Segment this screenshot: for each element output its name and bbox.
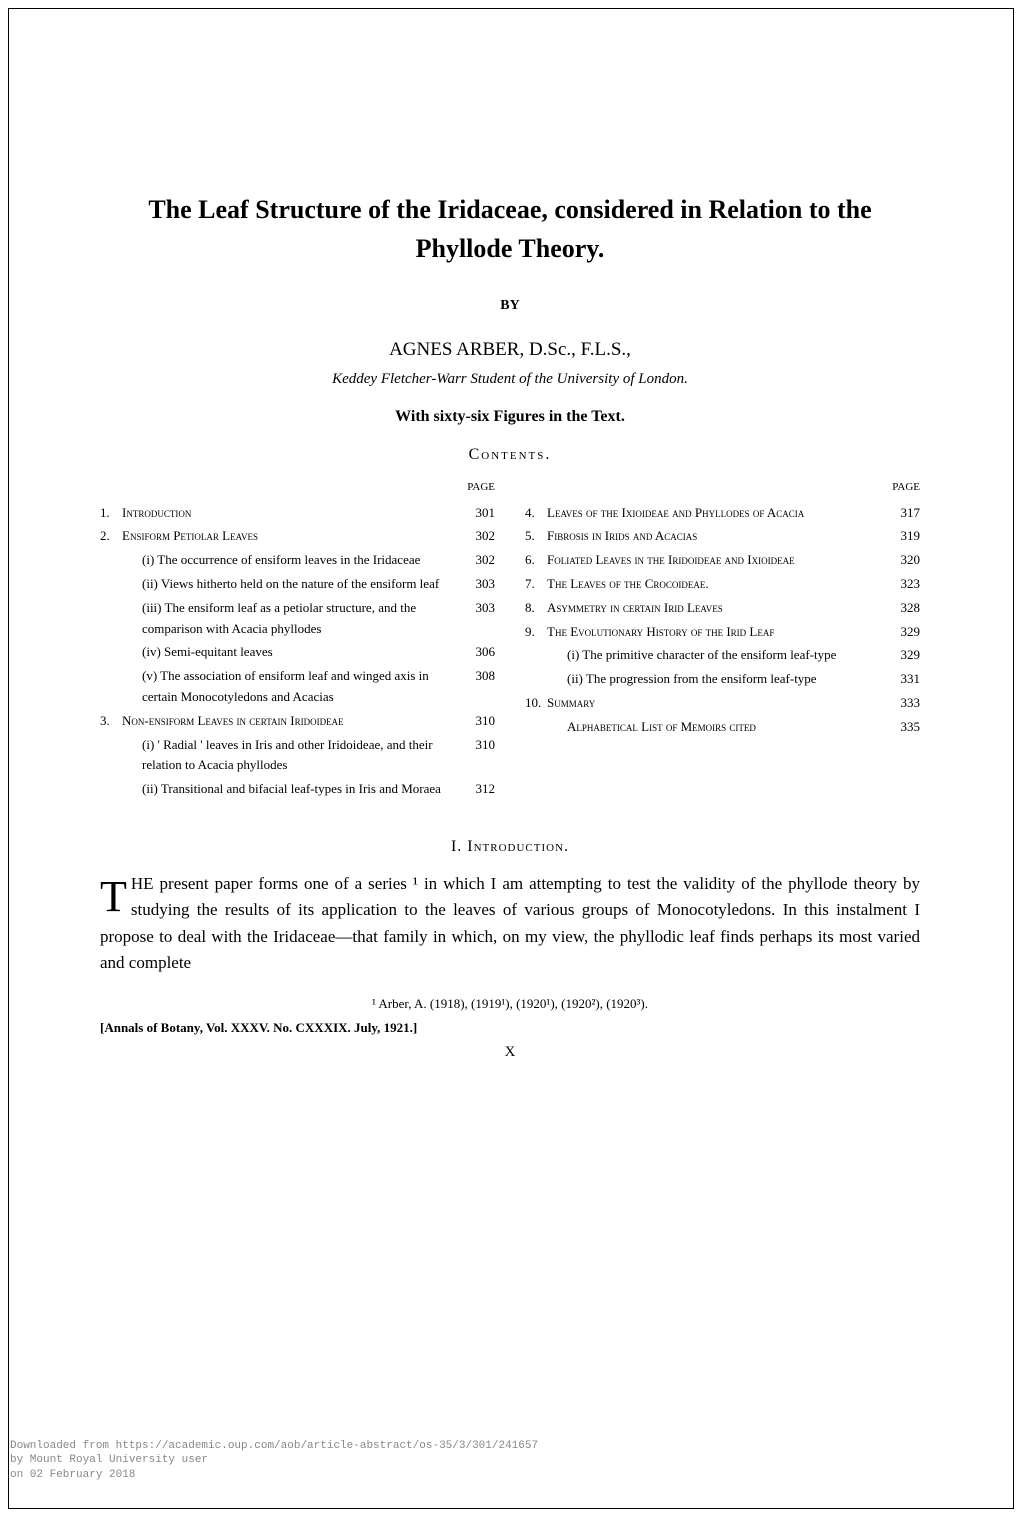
toc-entry: (ii) Views hitherto held on the nature o…	[100, 574, 495, 595]
toc-entry: 8.Asymmetry in certain Irid Leaves328	[525, 598, 920, 619]
toc-entry: 1.Introduction301	[100, 503, 495, 524]
toc-entry-text: (i) The occurrence of ensiform leaves in…	[142, 550, 465, 571]
toc-entry: (iii) The ensiform leaf as a petiolar st…	[100, 598, 495, 640]
toc-entry-number: 1.	[100, 503, 122, 524]
toc-entry-page: 312	[465, 779, 495, 800]
toc-entry-page: 320	[890, 550, 920, 571]
toc-entry: 5.Fibrosis in Irids and Acacias319	[525, 526, 920, 547]
toc-entry: (iv) Semi-equitant leaves306	[100, 642, 495, 663]
toc-entry-page: 329	[890, 622, 920, 643]
toc-entry-text: (ii) Views hitherto held on the nature o…	[142, 574, 465, 595]
toc-entry-page: 301	[465, 503, 495, 524]
article-title: The Leaf Structure of the Iridaceae, con…	[100, 190, 920, 268]
page-signature: X	[100, 1044, 920, 1061]
section-heading: I. Introduction.	[100, 838, 920, 856]
toc-entry-number: 2.	[100, 526, 122, 547]
toc-entry-page: 319	[890, 526, 920, 547]
toc-entry-text: (ii) The progression from the ensiform l…	[567, 669, 890, 690]
toc-entry-page: 303	[465, 574, 495, 595]
footnote: ¹ Arber, A. (1918), (1919¹), (1920¹), (1…	[100, 996, 920, 1012]
author-name: AGNES ARBER, D.Sc., F.L.S.,	[100, 339, 920, 361]
toc-entry: 10.Summary333	[525, 693, 920, 714]
toc-entry-text: Asymmetry in certain Irid Leaves	[547, 598, 890, 619]
toc-right-column: PAGE 4.Leaves of the Ixioideae and Phyll…	[525, 479, 920, 803]
page-header-right: PAGE	[525, 479, 920, 497]
toc-entry-page: 317	[890, 503, 920, 524]
toc-entry-page: 328	[890, 598, 920, 619]
toc-entry-number: 5.	[525, 526, 547, 547]
toc-entry: 6.Foliated Leaves in the Iridoideae and …	[525, 550, 920, 571]
toc-entry-number: 3.	[100, 711, 122, 732]
toc-entry-text: (ii) Transitional and bifacial leaf-type…	[142, 779, 465, 800]
toc-entry: (ii) The progression from the ensiform l…	[525, 669, 920, 690]
toc-entry-text: The Evolutionary History of the Irid Lea…	[547, 622, 890, 643]
dropcap: T	[100, 875, 127, 919]
toc-entry-page: 302	[465, 526, 495, 547]
toc-entry-text: (iii) The ensiform leaf as a petiolar st…	[142, 598, 465, 640]
journal-citation: [Annals of Botany, Vol. XXXV. No. CXXXIX…	[100, 1020, 920, 1036]
page-header-left: PAGE	[100, 479, 495, 497]
contents-heading: Contents.	[100, 446, 920, 464]
toc-entry: 2.Ensiform Petiolar Leaves302	[100, 526, 495, 547]
toc-entry-page: 308	[465, 666, 495, 687]
download-line-2: by Mount Royal University user	[10, 1453, 538, 1467]
toc-entry-page: 331	[890, 669, 920, 690]
toc-entry-text: Foliated Leaves in the Iridoideae and Ix…	[547, 550, 890, 571]
toc-entry-number: 8.	[525, 598, 547, 619]
toc-entry-number: 6.	[525, 550, 547, 571]
figures-note: With sixty-six Figures in the Text.	[100, 408, 920, 426]
by-text: BY	[100, 298, 920, 314]
download-line-1: Downloaded from https://academic.oup.com…	[10, 1439, 538, 1453]
toc-entry: 4.Leaves of the Ixioideae and Phyllodes …	[525, 503, 920, 524]
toc-entry-page: 303	[465, 598, 495, 619]
toc-entry-page: 335	[890, 717, 920, 738]
toc-entry-text: Introduction	[122, 503, 465, 524]
toc-entry-page: 302	[465, 550, 495, 571]
toc-entry-text: (i) The primitive character of the ensif…	[567, 645, 890, 666]
download-watermark: Downloaded from https://academic.oup.com…	[10, 1439, 538, 1482]
toc-entry-page: 333	[890, 693, 920, 714]
toc-entry-number: 7.	[525, 574, 547, 595]
toc-entry-text: (v) The association of ensiform leaf and…	[142, 666, 465, 708]
body-paragraph-text: HE present paper forms one of a series ¹…	[100, 874, 920, 972]
toc-entry: 3.Non-ensiform Leaves in certain Iridoid…	[100, 711, 495, 732]
toc-entry: 7.The Leaves of the Crocoideae.323	[525, 574, 920, 595]
toc-entry-text: Leaves of the Ixioideae and Phyllodes of…	[547, 503, 890, 524]
toc-entry-text: Non-ensiform Leaves in certain Iridoidea…	[122, 711, 465, 732]
toc-entry-page: 310	[465, 735, 495, 756]
toc-entry-page: 310	[465, 711, 495, 732]
toc-entry: 9.The Evolutionary History of the Irid L…	[525, 622, 920, 643]
toc-entry-page: 306	[465, 642, 495, 663]
author-affiliation: Keddey Fletcher-Warr Student of the Univ…	[100, 371, 920, 388]
toc-entry-text: (iv) Semi-equitant leaves	[142, 642, 465, 663]
toc-entry-text: Summary	[547, 693, 890, 714]
toc-entry-number: 9.	[525, 622, 547, 643]
toc-entry: (ii) Transitional and bifacial leaf-type…	[100, 779, 495, 800]
download-line-3: on 02 February 2018	[10, 1468, 538, 1482]
toc-entry: (i) The occurrence of ensiform leaves in…	[100, 550, 495, 571]
toc-entry-text: Ensiform Petiolar Leaves	[122, 526, 465, 547]
body-paragraph: THE present paper forms one of a series …	[100, 871, 920, 976]
toc-entry: (i) The primitive character of the ensif…	[525, 645, 920, 666]
toc-entry-number: 4.	[525, 503, 547, 524]
toc-entry-text: The Leaves of the Crocoideae.	[547, 574, 890, 595]
toc-entry-text: Fibrosis in Irids and Acacias	[547, 526, 890, 547]
toc-entry-page: 329	[890, 645, 920, 666]
toc-entry-number: 10.	[525, 693, 547, 714]
table-of-contents: PAGE 1.Introduction3012.Ensiform Petiola…	[100, 479, 920, 803]
toc-entry-page: 323	[890, 574, 920, 595]
toc-entry: (i) ' Radial ' leaves in Iris and other …	[100, 735, 495, 777]
toc-entry: (v) The association of ensiform leaf and…	[100, 666, 495, 708]
toc-entry-text: (i) ' Radial ' leaves in Iris and other …	[142, 735, 465, 777]
toc-entry-text: Alphabetical List of Memoirs cited	[567, 717, 890, 738]
toc-left-column: PAGE 1.Introduction3012.Ensiform Petiola…	[100, 479, 495, 803]
toc-entry: Alphabetical List of Memoirs cited335	[525, 717, 920, 738]
